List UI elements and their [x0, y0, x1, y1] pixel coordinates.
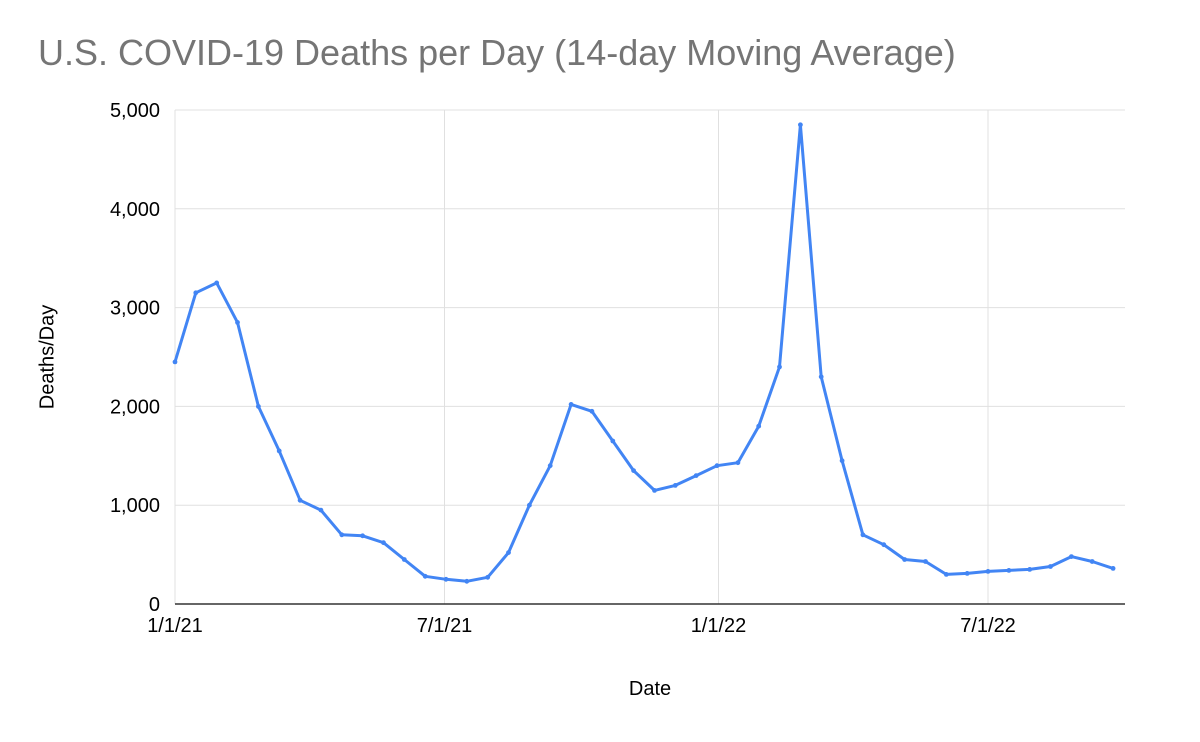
data-point-marker — [506, 550, 511, 555]
data-point-marker — [235, 320, 240, 325]
data-point-marker — [172, 359, 178, 365]
data-point-marker — [610, 438, 616, 444]
data-point-marker — [422, 573, 428, 579]
data-point-marker — [902, 557, 907, 562]
data-point-marker — [401, 557, 407, 562]
data-point-marker — [652, 488, 657, 493]
data-point-marker — [1006, 568, 1012, 573]
y-tick-label: 2,000 — [110, 396, 160, 418]
data-point-marker — [568, 402, 574, 407]
data-point-marker — [964, 571, 970, 576]
data-point-marker — [943, 572, 949, 577]
data-point-marker — [527, 502, 532, 508]
chart-title: U.S. COVID-19 Deaths per Day (14-day Mov… — [38, 32, 956, 73]
data-point-marker — [589, 408, 595, 414]
y-tick-label: 1,000 — [110, 495, 160, 517]
x-tick-label: 7/1/21 — [417, 615, 473, 637]
data-point-marker — [1069, 554, 1074, 559]
data-point-marker — [547, 463, 553, 469]
data-point-marker — [860, 532, 866, 538]
data-point-marker — [839, 458, 845, 464]
data-point-marker — [360, 533, 365, 539]
data-point-marker — [443, 576, 449, 582]
data-point-marker — [693, 473, 699, 478]
data-point-marker — [485, 574, 491, 580]
data-point-marker — [297, 497, 303, 503]
data-point-marker — [339, 532, 345, 538]
data-point-marker — [464, 578, 470, 584]
data-point-marker — [1027, 567, 1033, 572]
x-axis-title: Date — [628, 678, 672, 700]
data-point-marker — [798, 122, 803, 128]
data-point-marker — [714, 463, 720, 469]
data-point-marker — [756, 423, 762, 429]
data-point-marker — [1110, 566, 1116, 571]
x-tick-label: 1/1/21 — [147, 615, 203, 637]
data-point-marker — [985, 569, 991, 574]
data-point-marker — [1048, 564, 1053, 569]
y-tick-label: 4,000 — [110, 199, 160, 221]
data-point-marker — [381, 540, 386, 546]
x-tick-label: 1/1/22 — [691, 615, 747, 637]
data-point-marker — [193, 290, 199, 296]
data-point-marker — [631, 468, 636, 473]
y-tick-label: 3,000 — [110, 298, 160, 320]
y-tick-label: 0 — [149, 594, 160, 616]
data-point-marker — [1089, 559, 1095, 564]
data-point-marker — [735, 460, 741, 466]
y-axis-title: Deaths/Day — [36, 304, 59, 410]
data-point-marker — [881, 542, 887, 548]
data-point-marker — [318, 507, 324, 513]
data-point-marker — [777, 364, 782, 370]
data-point-marker — [923, 559, 928, 564]
data-point-marker — [276, 448, 282, 454]
deaths-series-line — [173, 123, 1115, 583]
data-point-marker — [214, 280, 220, 286]
y-tick-label: 5,000 — [110, 100, 160, 122]
data-point-marker — [672, 483, 678, 488]
data-point-marker — [256, 404, 261, 409]
x-tick-label: 7/1/22 — [960, 615, 1016, 637]
data-point-marker — [818, 374, 824, 380]
